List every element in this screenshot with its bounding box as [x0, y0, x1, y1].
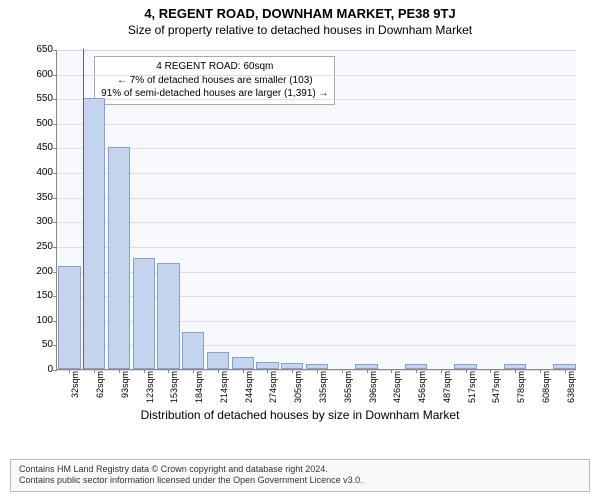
xtick-label: 305sqm	[294, 369, 303, 403]
histogram-bar	[232, 357, 254, 369]
gridline	[57, 148, 576, 149]
xtick-label: 335sqm	[319, 369, 328, 403]
histogram-bar	[157, 263, 179, 369]
xtick-label: 214sqm	[220, 369, 229, 403]
gridline	[57, 99, 576, 100]
xtick-label: 638sqm	[567, 369, 576, 403]
histogram-bar	[256, 362, 278, 369]
ytick-label: 400	[25, 168, 57, 178]
ytick-label: 450	[25, 143, 57, 153]
histogram-bar	[133, 258, 155, 369]
page-title: 4, REGENT ROAD, DOWNHAM MARKET, PE38 9TJ	[0, 0, 600, 21]
plot-area: 4 REGENT ROAD: 60sqm ← 7% of detached ho…	[56, 50, 576, 370]
xtick-label: 244sqm	[245, 369, 254, 403]
ytick-label: 600	[25, 70, 57, 80]
ytick-label: 150	[25, 291, 57, 301]
xtick-label: 456sqm	[418, 369, 427, 403]
gridline	[57, 124, 576, 125]
histogram-bar	[108, 147, 130, 369]
xtick-label: 32sqm	[71, 369, 80, 398]
xtick-label: 153sqm	[170, 369, 179, 403]
annotation-line1: 4 REGENT ROAD: 60sqm	[101, 60, 328, 74]
xtick-label: 547sqm	[492, 369, 501, 403]
ytick-label: 0	[25, 365, 57, 375]
histogram-bar	[207, 352, 229, 369]
gridline	[57, 75, 576, 76]
page-subtitle: Size of property relative to detached ho…	[0, 21, 600, 37]
gridline	[57, 50, 576, 51]
ytick-label: 300	[25, 217, 57, 227]
gridline	[57, 173, 576, 174]
xtick-label: 396sqm	[369, 369, 378, 403]
ytick-label: 550	[25, 94, 57, 104]
ytick-label: 200	[25, 267, 57, 277]
xtick-label: 184sqm	[195, 369, 204, 403]
ytick-label: 350	[25, 193, 57, 203]
ytick-label: 50	[25, 340, 57, 350]
attribution-footer: Contains HM Land Registry data © Crown c…	[10, 459, 590, 492]
xtick-label: 608sqm	[542, 369, 551, 403]
ytick-label: 100	[25, 316, 57, 326]
property-marker-line	[83, 49, 84, 369]
annotation-box: 4 REGENT ROAD: 60sqm ← 7% of detached ho…	[94, 56, 335, 105]
xtick-label: 426sqm	[393, 369, 402, 403]
gridline	[57, 247, 576, 248]
histogram-bar	[182, 332, 204, 369]
ytick-label: 500	[25, 119, 57, 129]
footer-line2: Contains public sector information licen…	[19, 475, 581, 487]
xtick-label: 123sqm	[146, 369, 155, 403]
histogram-bar	[58, 266, 80, 369]
xtick-label: 274sqm	[269, 369, 278, 403]
xtick-label: 93sqm	[121, 369, 130, 398]
ytick-label: 650	[25, 45, 57, 55]
x-axis-label: Distribution of detached houses by size …	[0, 408, 600, 422]
xtick-label: 517sqm	[468, 369, 477, 403]
xtick-label: 365sqm	[344, 369, 353, 403]
xtick-label: 62sqm	[96, 369, 105, 398]
chart-container: Number of detached properties 4 REGENT R…	[0, 44, 600, 424]
footer-line1: Contains HM Land Registry data © Crown c…	[19, 464, 581, 476]
histogram-bar	[83, 98, 105, 369]
xtick-label: 578sqm	[517, 369, 526, 403]
ytick-label: 250	[25, 242, 57, 252]
gridline	[57, 198, 576, 199]
xtick-label: 487sqm	[443, 369, 452, 403]
gridline	[57, 222, 576, 223]
